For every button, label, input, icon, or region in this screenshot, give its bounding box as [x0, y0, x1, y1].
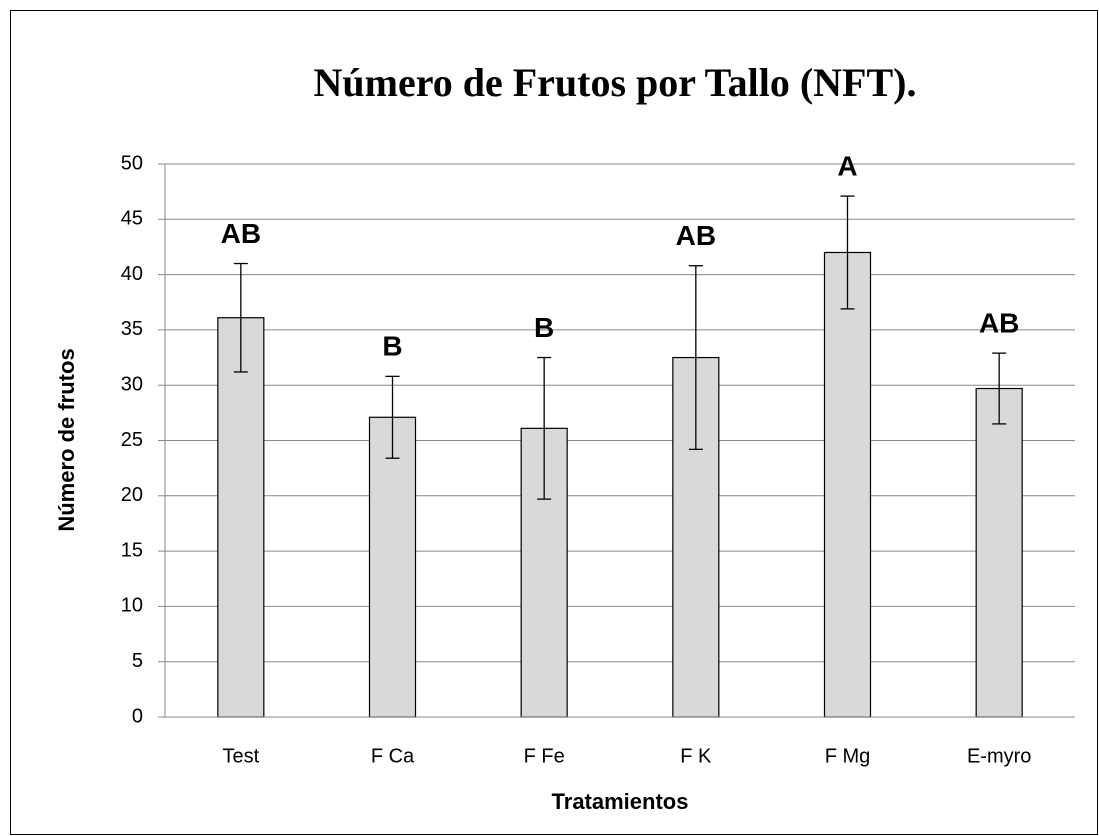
- chart-title: Número de Frutos por Tallo (NFT).: [314, 60, 917, 105]
- significance-letter: B: [382, 331, 402, 362]
- significance-letter: A: [837, 150, 857, 181]
- y-axis-label: Número de frutos: [54, 348, 79, 531]
- bar: [217, 317, 265, 718]
- x-tick-label: E-myro: [967, 745, 1031, 767]
- x-tick-label: F Ca: [371, 745, 415, 767]
- significance-letter: AB: [979, 308, 1019, 339]
- bar: [368, 416, 417, 718]
- x-axis-label: Tratamientos: [552, 789, 689, 814]
- bar: [823, 251, 872, 718]
- y-tick-label: 0: [132, 705, 143, 727]
- y-tick-label: 50: [121, 152, 143, 174]
- y-tick-label: 10: [121, 595, 143, 617]
- y-tick-label: 25: [121, 429, 143, 451]
- bar: [975, 387, 1023, 718]
- y-tick-label: 40: [121, 263, 143, 285]
- y-tick-label: 45: [121, 208, 143, 230]
- y-tick-label: 15: [121, 539, 143, 561]
- x-tick-label: F Fe: [524, 745, 565, 767]
- significance-letter: AB: [221, 218, 261, 249]
- y-tick-label: 5: [132, 650, 143, 672]
- y-tick-label: 35: [121, 318, 143, 340]
- x-tick-label: F Mg: [825, 745, 871, 767]
- significance-letter: B: [534, 312, 554, 343]
- x-tick-label: Test: [222, 745, 259, 767]
- x-tick-label: F K: [680, 745, 712, 767]
- y-tick-label: 30: [121, 373, 143, 395]
- significance-letter: AB: [676, 220, 716, 251]
- y-tick-label: 20: [121, 484, 143, 506]
